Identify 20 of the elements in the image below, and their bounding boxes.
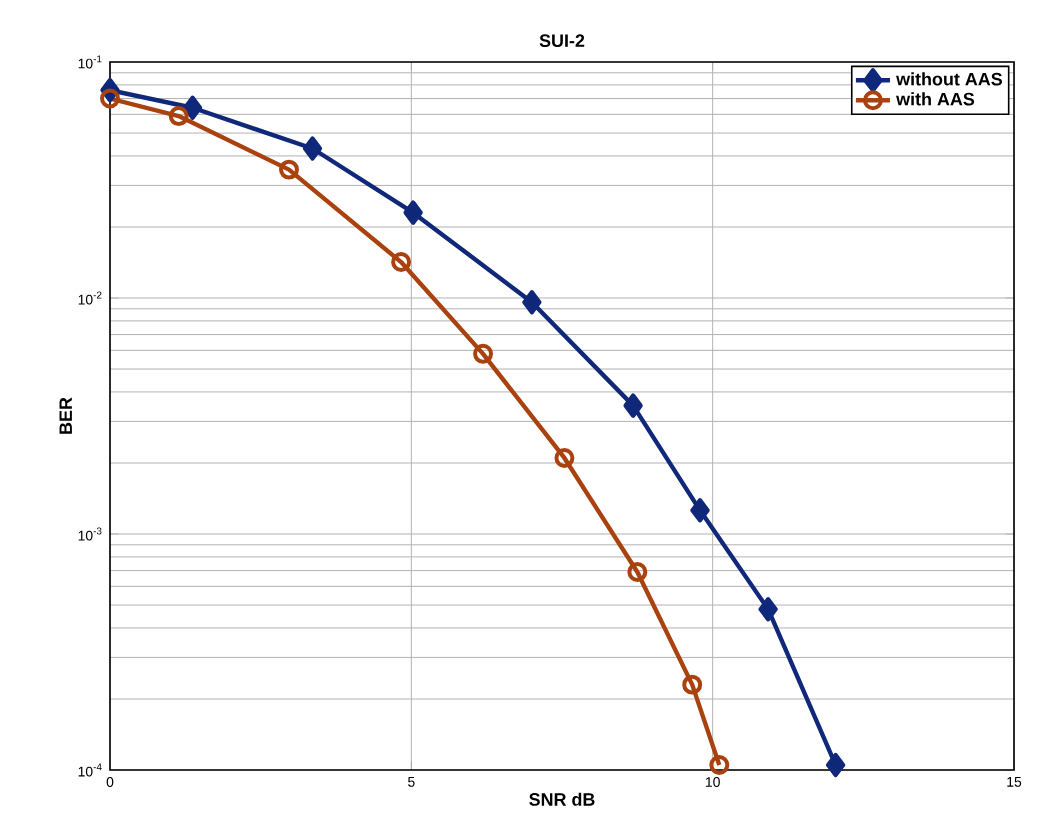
point [403, 200, 423, 225]
point [682, 674, 703, 695]
point [623, 393, 643, 418]
point [690, 498, 710, 523]
point [302, 136, 323, 161]
legend-label: without AAS [896, 72, 1002, 86]
chart-title: SUI-2 [539, 34, 585, 48]
point [182, 95, 203, 120]
y-axis-title: BER [59, 397, 72, 434]
x-axis-title: SNR dB [529, 792, 595, 806]
legend-label: with AAS [896, 92, 975, 106]
point [522, 290, 542, 315]
point [825, 752, 846, 778]
point [627, 562, 648, 583]
point [391, 252, 412, 273]
point [473, 343, 494, 364]
point [168, 106, 189, 127]
point [758, 597, 778, 622]
point [279, 159, 299, 180]
point [554, 447, 575, 468]
